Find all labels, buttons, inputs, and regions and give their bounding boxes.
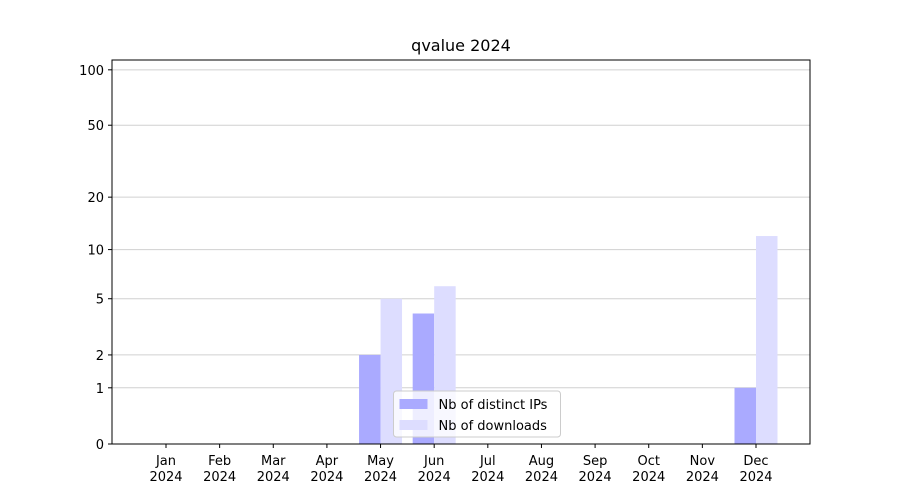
chart-title: qvalue 2024 — [411, 36, 511, 55]
x-tick-label: Feb 2024 — [203, 454, 236, 485]
x-tick-label: Nov 2024 — [686, 454, 719, 485]
x-tick-label: Oct 2024 — [632, 454, 665, 485]
bar — [756, 236, 778, 444]
y-tick-label: 10 — [87, 244, 104, 259]
x-tick-label: Jul 2024 — [471, 454, 504, 485]
y-tick-label: 50 — [87, 119, 104, 134]
y-tick-label: 1 — [96, 382, 104, 397]
x-tick-label: Mar 2024 — [257, 454, 290, 485]
y-tick-label: 2 — [96, 349, 104, 364]
bar — [359, 354, 381, 444]
plot-frame — [111, 59, 811, 445]
x-tick-label: Aug 2024 — [525, 454, 558, 485]
x-tick-label: Sep 2024 — [579, 454, 612, 485]
y-tick-label: 5 — [96, 293, 104, 308]
x-tick-label: Dec 2024 — [739, 454, 772, 485]
legend-label: Nb of downloads — [439, 419, 548, 434]
x-tick-label: Apr 2024 — [310, 454, 343, 485]
x-tick-label: Jun 2024 — [418, 454, 451, 485]
legend-swatch — [399, 420, 428, 430]
bar — [734, 387, 756, 444]
legend-swatch — [399, 399, 428, 409]
x-tick-label: Jan 2024 — [149, 454, 182, 485]
y-tick-label: 0 — [96, 438, 104, 453]
y-tick-label: 100 — [79, 64, 104, 79]
legend: Nb of distinct IPs Nb of downloads — [393, 390, 561, 438]
x-tick-label: May 2024 — [364, 454, 397, 485]
legend-label: Nb of distinct IPs — [439, 398, 548, 413]
y-tick-label: 20 — [87, 191, 104, 206]
legend-box — [393, 390, 561, 438]
